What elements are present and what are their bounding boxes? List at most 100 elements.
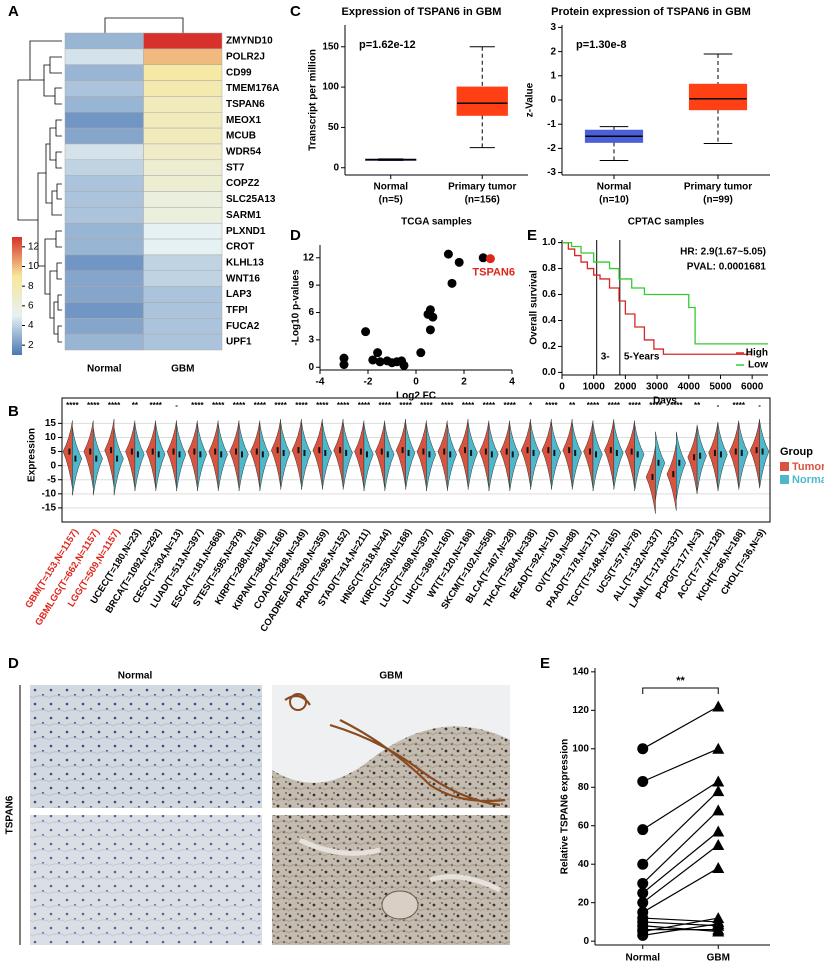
- half-violin: [530, 421, 541, 490]
- median-box: [303, 449, 306, 456]
- y-tick-label: 50: [328, 122, 340, 133]
- half-violin: [666, 443, 677, 511]
- heatmap-cell: [143, 175, 223, 192]
- x-axis-label: CPTAC samples: [628, 217, 705, 228]
- y-tick-label: 12: [303, 252, 315, 263]
- gene-label: TFPI: [226, 305, 248, 316]
- heatmap-cell: [64, 254, 144, 271]
- y-tick-label: 3: [550, 22, 556, 33]
- significance: ****: [483, 401, 496, 410]
- heatmap-cell: [143, 333, 223, 351]
- half-violin: [301, 421, 312, 490]
- significance: ****: [149, 401, 162, 410]
- median-box: [110, 447, 113, 454]
- x-tick-label: Primary tumor: [684, 182, 752, 193]
- legend-label: Low: [748, 360, 768, 371]
- median-box: [553, 449, 556, 456]
- half-violin: [166, 420, 177, 489]
- point: [361, 327, 371, 337]
- gene-label: SLC25A13: [226, 194, 276, 205]
- median-box: [95, 455, 98, 462]
- panel-label: A: [8, 3, 19, 20]
- significance: ****: [337, 401, 350, 410]
- chart-title: Expression of TSPAN6 in GBM: [342, 6, 502, 18]
- pair-line: [642, 923, 719, 936]
- normal-point: [637, 775, 649, 787]
- half-violin: [92, 427, 103, 496]
- heatmap-cell: [64, 64, 144, 81]
- normal-point: [637, 877, 649, 889]
- half-violin: [322, 421, 332, 490]
- box: [456, 86, 508, 116]
- median-box: [241, 451, 243, 458]
- median-box: [740, 449, 743, 456]
- half-violin: [416, 420, 427, 489]
- median-box: [359, 448, 362, 455]
- median-box: [657, 459, 660, 466]
- x-tick-note: (n=156): [465, 195, 500, 206]
- half-violin: [604, 419, 615, 487]
- median-box: [89, 448, 92, 455]
- normal-point: [637, 858, 649, 870]
- gene-label: FUCA2: [226, 321, 260, 332]
- y-tick-label: 0: [50, 460, 56, 471]
- point: [454, 257, 464, 267]
- half-violin: [541, 419, 552, 487]
- y-tick-label: -15: [42, 503, 57, 514]
- y-tick-label: 140: [572, 666, 589, 677]
- y-axis-label: z-Value: [525, 82, 536, 117]
- gene-label: POLR2J: [226, 51, 265, 62]
- significance: ****: [212, 401, 225, 410]
- median-box: [595, 451, 597, 458]
- column-dendrogram: [104, 17, 184, 33]
- x-axis-label: Log2 FC: [396, 391, 436, 402]
- half-violin: [125, 420, 136, 489]
- median-box: [532, 449, 535, 456]
- point: [375, 357, 385, 367]
- half-violin: [342, 421, 353, 490]
- x-tick-note: (n=99): [703, 195, 733, 206]
- y-tick-label: 0.2: [542, 341, 556, 352]
- median-box: [470, 449, 473, 456]
- pair-line: [642, 748, 719, 783]
- annotation: HR: 2.9(1.67~5.05): [680, 247, 766, 258]
- colorbar-tick-label: 2: [28, 340, 34, 351]
- gbm-point: [712, 804, 725, 816]
- gene-label: TMEM176A: [226, 83, 279, 94]
- pair-line: [642, 790, 719, 865]
- half-violin: [729, 420, 740, 489]
- x-axis-label: TCGA samples: [401, 217, 472, 228]
- half-violin: [551, 421, 561, 490]
- x-tick-label: Primary tumor: [448, 182, 516, 193]
- half-violin: [155, 423, 166, 492]
- heatmap-cell: [64, 175, 144, 192]
- annotation: PVAL: 0.0001681: [687, 262, 767, 273]
- gene-label: UPF1: [226, 337, 252, 348]
- heatmap-cell: [64, 222, 144, 240]
- median-box: [464, 447, 467, 454]
- significance: ****: [420, 401, 433, 410]
- median-box: [345, 449, 348, 456]
- heatmap-cell: [64, 318, 144, 335]
- median-box: [318, 447, 321, 454]
- median-box: [547, 447, 550, 454]
- heatmap-cell: [64, 80, 144, 97]
- pair-line: [642, 809, 719, 884]
- half-violin: [208, 420, 219, 489]
- heatmap-cell: [143, 32, 223, 50]
- heatmap-cell: [64, 270, 144, 287]
- median-box: [484, 448, 487, 455]
- point: [416, 348, 426, 358]
- gbm-point: [712, 862, 725, 874]
- half-violin: [363, 423, 374, 492]
- legend-label: Tumor: [792, 461, 824, 473]
- significance: ****: [399, 401, 412, 410]
- colorbar: [12, 237, 22, 355]
- pair-line: [642, 921, 719, 927]
- half-violin: [520, 419, 531, 487]
- point: [447, 278, 457, 288]
- median-box: [693, 454, 696, 461]
- half-violin: [271, 419, 281, 487]
- heatmap-cell: [143, 159, 223, 176]
